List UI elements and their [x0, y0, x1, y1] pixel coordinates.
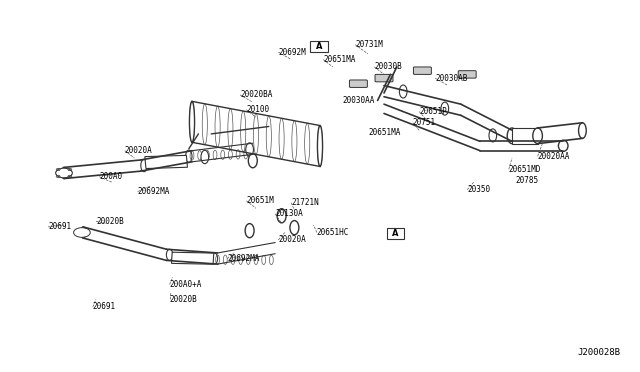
Ellipse shape — [245, 224, 254, 238]
Text: 20751: 20751 — [413, 118, 436, 127]
FancyBboxPatch shape — [310, 41, 328, 52]
Circle shape — [56, 168, 72, 178]
FancyBboxPatch shape — [349, 80, 367, 87]
Ellipse shape — [277, 209, 286, 223]
Text: 20651MA: 20651MA — [368, 128, 401, 137]
Text: 20130A: 20130A — [275, 209, 303, 218]
Text: 20731M: 20731M — [355, 40, 383, 49]
Ellipse shape — [290, 221, 299, 235]
Text: 20030B: 20030B — [374, 62, 402, 71]
Ellipse shape — [559, 140, 568, 151]
Ellipse shape — [507, 128, 517, 144]
Ellipse shape — [489, 129, 497, 142]
Bar — [145, 155, 188, 169]
FancyBboxPatch shape — [375, 74, 393, 82]
Ellipse shape — [248, 154, 257, 168]
Text: 20692MA: 20692MA — [138, 187, 170, 196]
Text: 20020AA: 20020AA — [538, 152, 570, 161]
Ellipse shape — [201, 150, 209, 164]
Text: 20030AA: 20030AA — [342, 96, 375, 105]
Ellipse shape — [441, 102, 449, 115]
Text: 20020B: 20020B — [96, 217, 124, 226]
Text: 20020A: 20020A — [278, 235, 306, 244]
Bar — [512, 128, 538, 144]
FancyBboxPatch shape — [413, 67, 431, 74]
Ellipse shape — [166, 249, 173, 260]
Text: 21721N: 21721N — [291, 198, 319, 207]
Text: 20691: 20691 — [48, 222, 71, 231]
Text: A: A — [316, 42, 322, 51]
Text: 20651MD: 20651MD — [509, 165, 541, 174]
Text: 20020B: 20020B — [170, 295, 197, 304]
Text: 20020BA: 20020BA — [240, 90, 273, 99]
Text: 200A0+A: 200A0+A — [170, 280, 202, 289]
FancyBboxPatch shape — [387, 228, 404, 239]
Text: 20692M: 20692M — [278, 48, 306, 57]
Text: J200028B: J200028B — [578, 348, 621, 357]
Text: 20020A: 20020A — [125, 146, 152, 155]
Text: 200A0: 200A0 — [99, 172, 122, 181]
Text: 20691: 20691 — [93, 302, 116, 311]
Bar — [172, 252, 214, 264]
Text: 20785: 20785 — [515, 176, 538, 185]
Ellipse shape — [246, 143, 253, 156]
Text: 20651MA: 20651MA — [323, 55, 356, 64]
Ellipse shape — [186, 150, 192, 163]
Ellipse shape — [533, 128, 543, 144]
Ellipse shape — [141, 159, 147, 172]
Circle shape — [74, 228, 90, 237]
Text: 20651M: 20651M — [246, 196, 274, 205]
Text: 20030AB: 20030AB — [435, 74, 468, 83]
Text: 20651HC: 20651HC — [317, 228, 349, 237]
Text: 20692MA: 20692MA — [227, 254, 260, 263]
Ellipse shape — [211, 253, 218, 264]
Text: 20350: 20350 — [467, 185, 490, 194]
Text: 20100: 20100 — [246, 105, 269, 114]
Ellipse shape — [317, 125, 323, 166]
Text: A: A — [392, 229, 399, 238]
Text: 20651P: 20651P — [419, 107, 447, 116]
Ellipse shape — [189, 102, 195, 142]
FancyBboxPatch shape — [458, 71, 476, 78]
Ellipse shape — [399, 85, 407, 98]
